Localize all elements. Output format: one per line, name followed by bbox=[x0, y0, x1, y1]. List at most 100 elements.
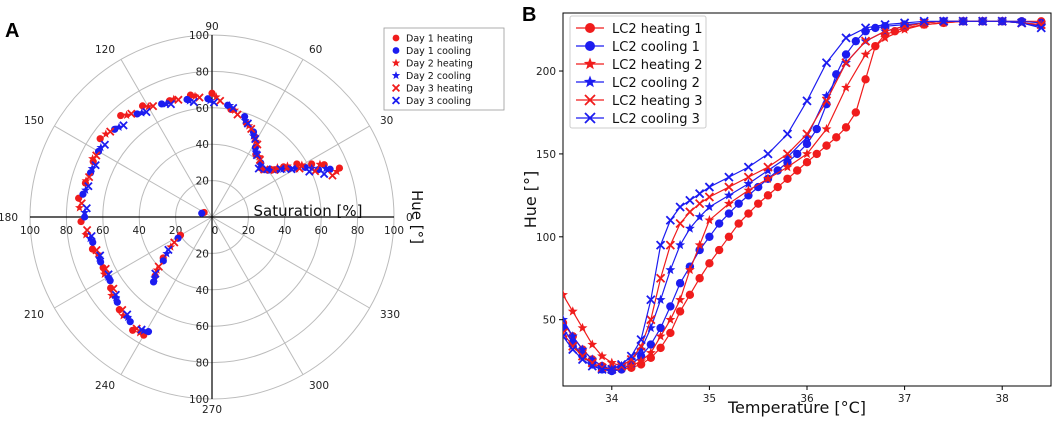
series-point bbox=[754, 199, 763, 208]
polar-data-point bbox=[184, 96, 194, 105]
series-point bbox=[734, 219, 743, 228]
series-point bbox=[899, 24, 910, 34]
legend-marker bbox=[584, 94, 596, 106]
polar-angle-label: 270 bbox=[202, 404, 222, 416]
series-point bbox=[978, 16, 988, 26]
polar-data-point bbox=[241, 113, 249, 121]
polar-data-point bbox=[114, 122, 124, 132]
polar-data-point bbox=[111, 290, 121, 300]
polar-angle-label: 30 bbox=[380, 115, 393, 127]
panel-label-a: A bbox=[5, 20, 20, 42]
series-point bbox=[616, 361, 627, 371]
series-point bbox=[597, 363, 607, 373]
series-point bbox=[802, 139, 812, 149]
polar-r-tick-label: 40 bbox=[196, 139, 209, 151]
polar-data-point bbox=[91, 160, 100, 170]
polar-r-tick-label: 0 bbox=[212, 225, 219, 237]
series-point bbox=[636, 334, 646, 345]
series-point bbox=[841, 33, 851, 43]
series-point bbox=[860, 49, 871, 59]
legend-marker bbox=[583, 75, 597, 88]
y-tick-label: 200 bbox=[536, 66, 556, 78]
polar-data-point bbox=[137, 325, 146, 334]
series-point bbox=[821, 90, 832, 101]
polar-data-point bbox=[80, 207, 90, 217]
series-point bbox=[821, 96, 832, 106]
series-point bbox=[685, 207, 695, 217]
polar-spoke bbox=[120, 59, 213, 218]
series-point bbox=[812, 149, 821, 159]
series-point bbox=[685, 195, 695, 205]
series-point bbox=[655, 240, 666, 250]
series-point bbox=[841, 82, 851, 92]
series-point bbox=[744, 209, 753, 218]
series-point bbox=[754, 182, 763, 192]
series-point bbox=[665, 264, 676, 275]
series-point bbox=[606, 357, 617, 367]
series-point bbox=[880, 26, 890, 36]
polar-data-point bbox=[158, 100, 166, 108]
polar-legend-marker bbox=[392, 47, 400, 54]
polar-data-point bbox=[101, 264, 110, 274]
series-point bbox=[802, 132, 812, 142]
series-point bbox=[616, 359, 627, 370]
polar-legend-label: Day 1 heating bbox=[406, 34, 473, 45]
series-point bbox=[563, 331, 568, 341]
polar-data-point bbox=[142, 107, 151, 117]
polar-angle-label: 180 bbox=[0, 212, 18, 224]
series-point bbox=[802, 158, 812, 167]
polar-angle-label: 120 bbox=[95, 44, 115, 56]
polar-data-point bbox=[75, 203, 84, 212]
polar-data-point bbox=[198, 209, 206, 217]
series-point bbox=[851, 36, 860, 46]
polar-data-point bbox=[148, 101, 158, 111]
polar-data-point bbox=[92, 245, 101, 255]
polar-data-point bbox=[81, 230, 91, 239]
series-point bbox=[577, 344, 588, 354]
polar-angle-label: 0 bbox=[406, 212, 413, 224]
series-point bbox=[851, 108, 860, 117]
polar-spoke bbox=[211, 216, 370, 309]
polar-data-point bbox=[105, 127, 115, 136]
polar-legend-marker bbox=[391, 58, 401, 67]
series-point bbox=[577, 354, 588, 365]
x-tick-label: 34 bbox=[605, 393, 619, 405]
series-point bbox=[763, 173, 773, 183]
polar-data-point bbox=[119, 121, 128, 130]
polar-r-tick-label: 80 bbox=[196, 66, 209, 78]
polar-data-point bbox=[252, 150, 262, 160]
polar-data-point bbox=[82, 204, 91, 213]
polar-data-point bbox=[262, 165, 272, 174]
series-point bbox=[645, 322, 656, 333]
x-tick-label: 38 bbox=[996, 393, 1009, 405]
series-point bbox=[724, 172, 734, 182]
series-point bbox=[587, 361, 597, 371]
polar-data-point bbox=[321, 163, 331, 173]
polar-legend-marker bbox=[391, 83, 401, 93]
polar-data-point bbox=[332, 166, 342, 176]
polar-data-point bbox=[150, 273, 160, 283]
series-point bbox=[646, 315, 656, 325]
x-tick-label: 36 bbox=[800, 393, 814, 405]
polar-r-tick-label: 100 bbox=[189, 30, 209, 42]
polar-data-point bbox=[111, 125, 119, 133]
series-point bbox=[597, 350, 607, 361]
series-point bbox=[714, 245, 724, 255]
series-point bbox=[665, 314, 676, 324]
series-point bbox=[666, 302, 675, 311]
polar-r-tick-label: 60 bbox=[315, 225, 328, 237]
series-point bbox=[655, 294, 666, 304]
series-point bbox=[705, 259, 714, 268]
polar-data-point bbox=[82, 225, 92, 235]
polar-data-point bbox=[297, 160, 307, 169]
polar-data-point bbox=[215, 96, 225, 106]
series-point bbox=[597, 364, 607, 375]
series-point bbox=[684, 264, 695, 275]
polar-data-point bbox=[101, 129, 111, 138]
x-axis-title: Temperature [°C] bbox=[727, 398, 866, 417]
series-point bbox=[860, 23, 871, 33]
polar-legend-label: Day 1 cooling bbox=[406, 46, 471, 57]
polar-data-point bbox=[87, 231, 96, 241]
